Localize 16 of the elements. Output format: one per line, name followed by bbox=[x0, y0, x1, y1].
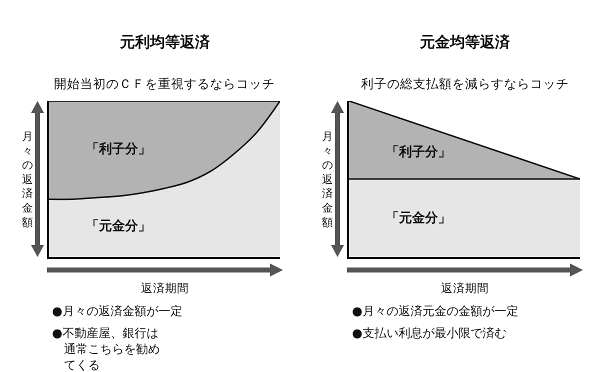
chart-subtitle: 開始当初のＣＦを重視するならコッチ bbox=[54, 76, 275, 91]
chart-title: 元金均等返済 bbox=[419, 33, 511, 51]
text: ●支払い利息が最小限で済む bbox=[352, 325, 506, 341]
chart-title: 元利均等返済 bbox=[119, 33, 211, 51]
series-label: 「利子分」 bbox=[86, 141, 151, 157]
series-label: 「元金分」 bbox=[386, 211, 451, 226]
text: ●不動産屋、銀行は通常こちらを勧めてくる bbox=[52, 325, 161, 372]
text: ●月々の返済元金の金額が一定 bbox=[352, 303, 518, 319]
text: ●月々の返済金額が一定 bbox=[52, 303, 182, 319]
series-label: 「利子分」 bbox=[386, 144, 451, 160]
y-axis-title: 月々の返済金額 bbox=[22, 130, 33, 229]
x-axis-title: 返済期間 bbox=[141, 281, 189, 295]
x-axis-title: 返済期間 bbox=[441, 281, 489, 295]
chart-subtitle: 利子の総支払額を減らすならコッチ bbox=[361, 76, 569, 91]
series-label: 「元金分」 bbox=[86, 219, 151, 234]
y-axis-title: 月々の返済金額 bbox=[322, 130, 333, 229]
